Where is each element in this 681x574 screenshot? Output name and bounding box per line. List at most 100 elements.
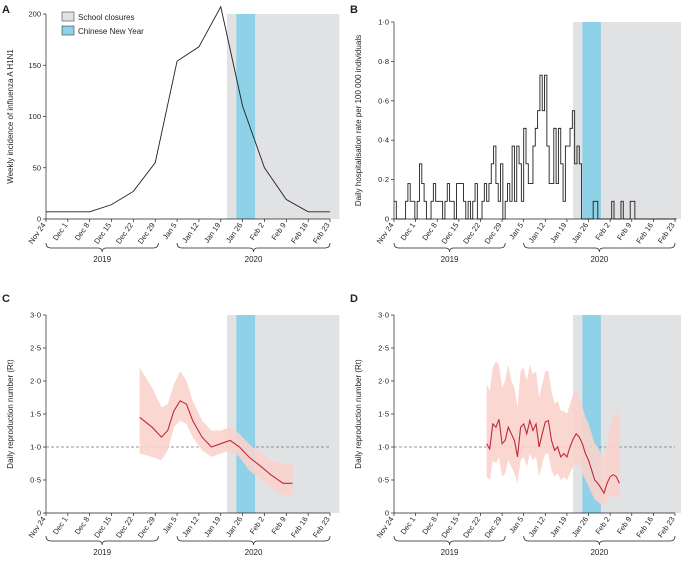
x-tick-label: Feb 16 xyxy=(634,515,655,539)
x-tick-label: Dec 22 xyxy=(114,515,135,540)
y-tick-label: 1·5 xyxy=(378,410,389,419)
legend-school-closures-swatch xyxy=(61,11,75,22)
x-tick-label: Dec 22 xyxy=(461,221,482,246)
panel-d-plot: 0 0·5 1·0 1·5 2·0 2·5 3·0 Daily reproduction nu… xyxy=(354,311,681,557)
rt-confidence-band xyxy=(139,367,293,496)
x-tick-label: Dec 8 xyxy=(73,221,92,242)
x-tick-label: Dec 8 xyxy=(420,515,439,536)
year-brace-2020 xyxy=(523,535,676,546)
panel-c-plot: 0 0·5 1·0 1·5 2·0 2·5 3·0 Daily reproduction nu… xyxy=(6,311,340,557)
y-axis-label: Daily hospitalisation rate per 100 000 i… xyxy=(354,35,363,206)
y-tick-label: 0·6 xyxy=(378,96,389,105)
year-brace-2019 xyxy=(45,535,159,546)
incidence-line xyxy=(46,5,330,213)
y-tick-label: 1·0 xyxy=(378,18,389,27)
x-tick-label: Jan 19 xyxy=(202,221,222,245)
x-tick-label: Feb 2 xyxy=(248,221,266,242)
year-label-2020: 2020 xyxy=(245,255,263,264)
x-tick-label: Jan 12 xyxy=(527,221,547,245)
x-tick-label: Dec 8 xyxy=(73,515,92,536)
legend-school-closures-label: School closures xyxy=(78,13,134,22)
panel-a: A 0 50 100 150 200 Weekly incidence of influe… xyxy=(2,4,340,264)
year-label-2019: 2019 xyxy=(441,255,459,264)
panel-d-letter: D xyxy=(350,293,358,305)
rt-line xyxy=(486,418,620,495)
x-tick-label: Nov 24 xyxy=(27,515,48,540)
year-brace-2019 xyxy=(393,242,506,253)
legend-chinese-new-year-label: Chinese New Year xyxy=(78,27,144,36)
year-label-2020: 2020 xyxy=(590,255,608,264)
x-tick-label: Jan 12 xyxy=(180,515,200,539)
hospitalisation-step-line xyxy=(394,74,677,220)
x-tick-label: Feb 9 xyxy=(615,221,633,242)
x-tick-label: Feb 2 xyxy=(593,221,611,242)
panel-b-plot: 0 0·2 0·4 0·6 0·8 1·0 Daily hospitalisation ra… xyxy=(354,18,681,264)
year-brace-2020 xyxy=(523,242,676,253)
y-tick-label: 2·5 xyxy=(30,344,41,353)
x-tick-label: Feb 2 xyxy=(248,515,266,536)
x-tick-label: Jan 26 xyxy=(570,221,590,245)
y-tick-label: 0·8 xyxy=(378,57,389,66)
legend-chinese-new-year-swatch xyxy=(61,25,75,36)
x-tick-label: Dec 1 xyxy=(51,221,70,242)
y-axis-label: Daily reproduction number (Rt) xyxy=(354,359,363,469)
rt-line xyxy=(139,400,293,484)
y-tick-label: 50 xyxy=(33,163,41,172)
x-tick-label: Dec 15 xyxy=(439,515,460,540)
chinese-new-year-band xyxy=(236,14,256,219)
x-tick-label: Jan 5 xyxy=(507,515,525,535)
y-tick-label: 1·5 xyxy=(30,410,41,419)
x-tick-label: Nov 24 xyxy=(375,515,396,540)
x-tick-label: Feb 2 xyxy=(593,515,611,536)
x-tick-label: Jan 5 xyxy=(507,221,525,241)
year-label-2019: 2019 xyxy=(93,548,111,557)
x-tick-label: Jan 5 xyxy=(161,515,179,535)
y-tick-label: 200 xyxy=(28,10,41,19)
year-brace-2019 xyxy=(45,242,159,253)
x-tick-label: Dec 1 xyxy=(399,515,418,536)
panel-c: C 0 0·5 1·0 1·5 2·0 2·5 3·0 Daily reproduction … xyxy=(2,293,340,557)
x-tick-label: Jan 12 xyxy=(527,515,547,539)
x-tick-label: Jan 19 xyxy=(548,515,568,539)
x-tick-label: Feb 9 xyxy=(270,515,288,536)
x-tick-label: Feb 9 xyxy=(270,221,288,242)
x-tick-label: Dec 15 xyxy=(92,221,113,246)
x-tick-label: Dec 15 xyxy=(92,515,113,540)
x-tick-label: Dec 29 xyxy=(483,221,504,246)
x-tick-label: Jan 12 xyxy=(180,221,200,245)
x-tick-label: Dec 29 xyxy=(136,515,157,540)
x-tick-label: Feb 23 xyxy=(656,221,677,245)
y-tick-label: 2·5 xyxy=(378,344,389,353)
y-tick-label: 0 xyxy=(385,215,389,224)
year-brace-2020 xyxy=(176,242,331,253)
panel-b-letter: B xyxy=(350,4,358,16)
x-tick-label: Feb 9 xyxy=(615,515,633,536)
panel-c-letter: C xyxy=(2,293,10,305)
year-label-2019: 2019 xyxy=(93,255,111,264)
x-tick-label: Jan 19 xyxy=(202,515,222,539)
x-tick-label: Feb 16 xyxy=(289,515,310,539)
year-label-2019: 2019 xyxy=(441,548,459,557)
year-brace-2020 xyxy=(176,535,331,546)
panel-a-plot: 0 50 100 150 200 Weekly incidence of influenz… xyxy=(6,5,340,264)
year-label-2020: 2020 xyxy=(590,548,608,557)
y-axis-label: Daily reproduction number (Rt) xyxy=(6,359,15,469)
y-tick-label: 0·5 xyxy=(30,476,41,485)
panel-a-letter: A xyxy=(2,4,10,16)
x-tick-label: Dec 8 xyxy=(420,221,439,242)
legend: School closures Chinese New Year xyxy=(61,11,144,36)
year-label-2020: 2020 xyxy=(245,548,263,557)
y-tick-label: 2·0 xyxy=(30,377,41,386)
chinese-new-year-band xyxy=(582,22,601,219)
x-tick-label: Dec 1 xyxy=(399,221,418,242)
chinese-new-year-band xyxy=(236,315,256,513)
y-tick-label: 0 xyxy=(37,509,41,518)
x-tick-label: Jan 26 xyxy=(570,515,590,539)
year-brace-2019 xyxy=(393,535,506,546)
x-tick-label: Jan 19 xyxy=(548,221,568,245)
x-tick-label: Feb 23 xyxy=(656,515,677,539)
x-tick-label: Feb 23 xyxy=(311,221,332,245)
panel-d: D 0 0·5 1·0 1·5 2·0 2·5 3·0 Daily reproduction … xyxy=(350,293,681,557)
x-tick-label: Feb 16 xyxy=(289,221,310,245)
